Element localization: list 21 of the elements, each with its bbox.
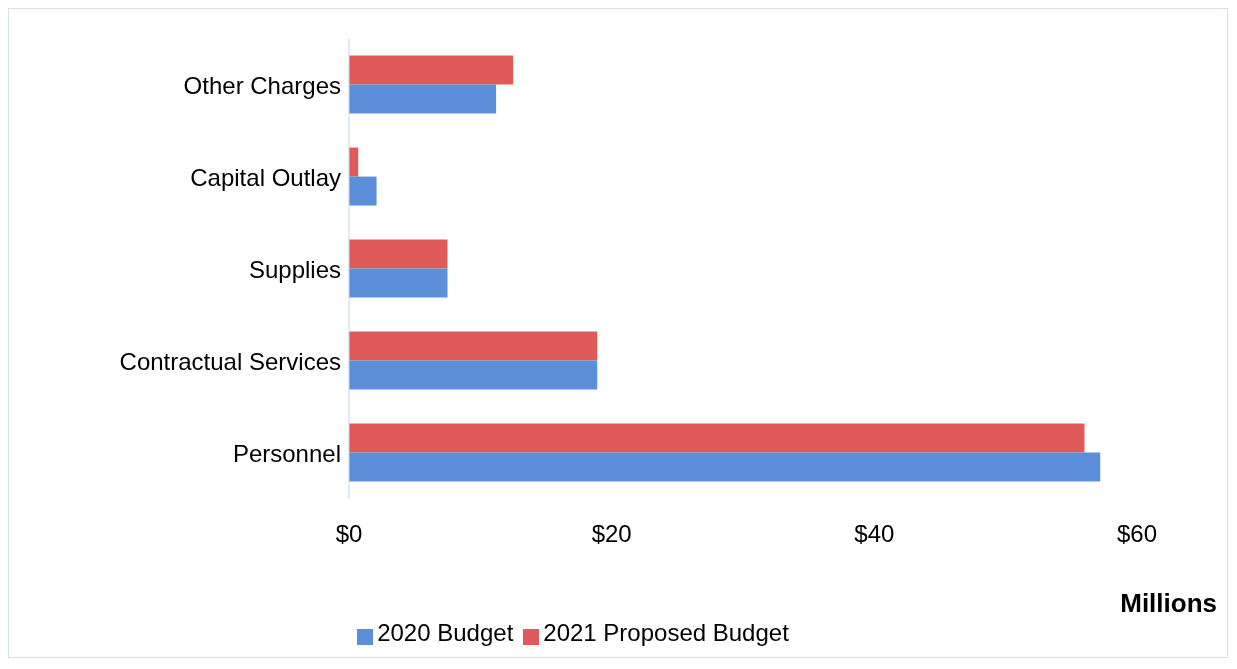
bar — [349, 360, 598, 390]
y-tick-label: Supplies — [248, 255, 341, 283]
x-tick-label: $0 — [335, 520, 363, 548]
x-tick-label: $20 — [591, 520, 632, 548]
bar — [349, 423, 1085, 453]
bar — [349, 55, 514, 85]
x-tick-label: $40 — [854, 520, 895, 548]
bar — [349, 331, 598, 361]
y-tick-label: Other Charges — [183, 71, 341, 99]
legend-label: 2020 Budget — [377, 619, 514, 646]
bar — [349, 268, 448, 298]
y-tick-label: Personnel — [232, 439, 341, 467]
bar — [349, 452, 1101, 482]
y-tick-label: Contractual Services — [119, 347, 341, 375]
x-axis-title: Millions — [1120, 588, 1217, 619]
bar — [349, 176, 377, 206]
legend-label: 2021 Proposed Budget — [543, 619, 789, 646]
bar — [349, 84, 497, 114]
bar — [349, 239, 448, 269]
x-tick-label: $60 — [1116, 520, 1158, 548]
y-tick-label: Capital Outlay — [190, 163, 341, 191]
